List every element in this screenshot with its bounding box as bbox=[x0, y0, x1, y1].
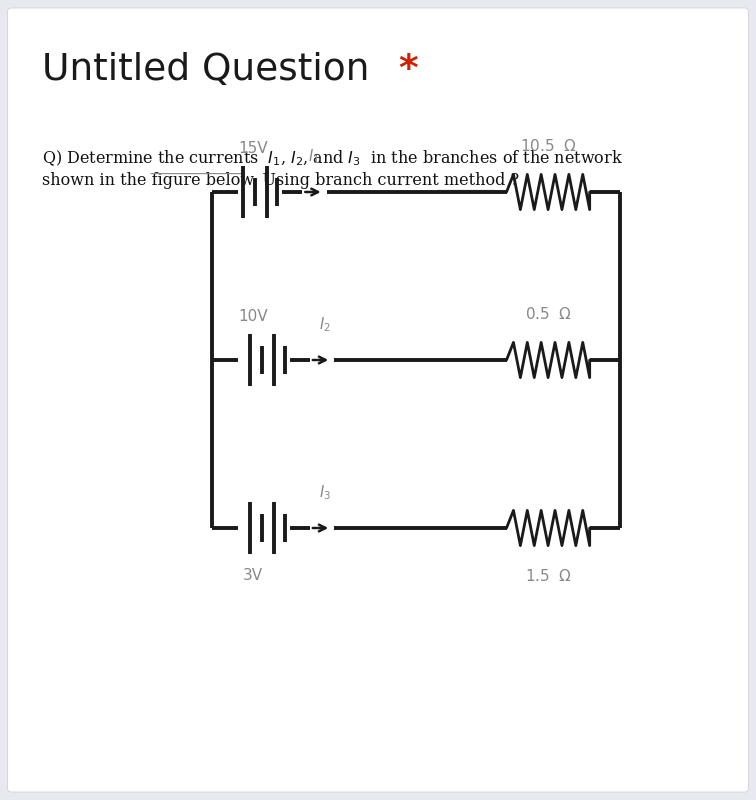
Text: 3V: 3V bbox=[243, 568, 263, 583]
Text: *: * bbox=[386, 52, 418, 88]
Text: 15V: 15V bbox=[238, 141, 268, 156]
Text: shown in the figure below. Using branch current method ?: shown in the figure below. Using branch … bbox=[42, 172, 519, 189]
Text: 10V: 10V bbox=[238, 309, 268, 324]
FancyBboxPatch shape bbox=[8, 8, 748, 792]
Text: Untitled Question: Untitled Question bbox=[42, 52, 369, 88]
Text: 1.5  $\Omega$: 1.5 $\Omega$ bbox=[525, 568, 572, 584]
Text: 0.5  $\Omega$: 0.5 $\Omega$ bbox=[525, 306, 572, 322]
Text: $I_1$: $I_1$ bbox=[308, 148, 320, 166]
Text: 10.5  $\Omega$: 10.5 $\Omega$ bbox=[519, 138, 577, 154]
Text: $I_2$: $I_2$ bbox=[319, 316, 331, 334]
Text: Q) Determine the currents  $I_1$, $I_2$, and $I_3$  in the branches of the netwo: Q) Determine the currents $I_1$, $I_2$, … bbox=[42, 148, 623, 168]
Text: $I_3$: $I_3$ bbox=[319, 484, 331, 502]
